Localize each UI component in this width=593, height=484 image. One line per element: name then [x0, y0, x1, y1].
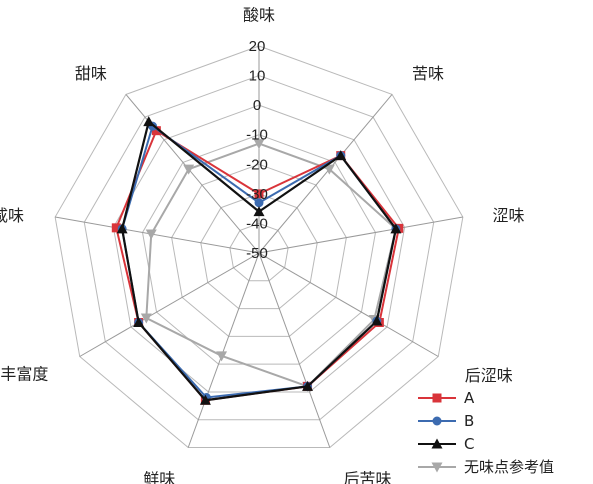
series-3-point-5	[216, 351, 228, 362]
grid-ring-1	[83, 75, 435, 421]
tick-label-5: -30	[246, 186, 268, 203]
axis-label-5: 鲜味	[143, 469, 175, 484]
series-2-point-2	[390, 223, 402, 234]
tick-label-0: 20	[249, 38, 266, 55]
series-3-point-7	[145, 229, 157, 240]
axis-label-8: 甜味	[75, 64, 107, 83]
series-2-point-4	[302, 380, 314, 391]
legend: ABC 无味点参考值	[418, 389, 554, 476]
legend-label-0: A	[464, 389, 475, 407]
spoke-4	[258, 252, 331, 448]
grid-ring-5	[200, 193, 318, 310]
series-2-point-3	[371, 315, 383, 326]
radar-spokes	[55, 46, 463, 448]
axis-label-3: 后涩味	[465, 366, 513, 385]
series-2-point-0	[253, 206, 265, 217]
radial-tick-labels: 20 10 0 -10 -20 -30 -40 -50	[246, 38, 268, 262]
series-3-point-0	[253, 139, 265, 150]
legend-marker-0	[432, 393, 442, 403]
legend-item-1: B	[418, 412, 474, 430]
axis-label-2: 涩味	[492, 206, 524, 225]
series-2-point-8	[143, 116, 155, 127]
spoke-5	[187, 252, 260, 448]
tick-label-1: 10	[249, 68, 266, 85]
spoke-2	[258, 216, 463, 254]
grid-ring-3	[141, 134, 377, 365]
series-3-point-8	[183, 164, 195, 175]
series-0-point-7	[111, 223, 121, 233]
spoke-6	[79, 252, 260, 357]
legend-item-3: 无味点参考值	[418, 458, 554, 476]
tick-label-2: 0	[253, 97, 261, 114]
axis-label-4: 后苦味	[343, 469, 391, 484]
series-2-point-6	[133, 316, 145, 327]
legend-label-1: B	[464, 412, 474, 430]
series-1-point-0	[254, 198, 264, 208]
grid-ring-4	[171, 163, 347, 337]
legend-marker-2	[431, 438, 443, 449]
series-line-2	[121, 119, 398, 402]
grid-ring-0	[54, 45, 464, 449]
tick-label-4: -20	[246, 156, 268, 173]
legend-label-3: 无味点参考值	[464, 458, 554, 476]
series-2	[116, 116, 402, 405]
tick-label-6: -40	[246, 215, 268, 232]
legend-item-2: C	[418, 435, 474, 453]
series-0-point-8	[151, 126, 161, 136]
tick-label-3: -10	[246, 127, 268, 144]
series-2-point-5	[199, 394, 211, 405]
series-3-point-1	[323, 164, 335, 175]
legend-marker-3	[431, 462, 443, 473]
series-line-3	[145, 142, 397, 388]
spoke-7	[55, 216, 260, 254]
spoke-1	[258, 94, 393, 254]
series-3	[140, 139, 402, 392]
spoke-8	[125, 94, 260, 254]
axis-label-1: 苦味	[412, 64, 444, 83]
axis-label-7: 咸味	[0, 206, 24, 225]
spoke-3	[258, 252, 439, 357]
axis-label-0: 酸味	[243, 5, 275, 24]
series-2-point-7	[116, 223, 128, 234]
tick-label-7: -50	[246, 245, 268, 262]
legend-marker-1	[432, 416, 442, 426]
series-0-point-0	[254, 189, 264, 199]
legend-label-2: C	[464, 435, 474, 453]
radar-series	[111, 116, 404, 405]
series-3-point-6	[140, 313, 152, 324]
series-2-point-1	[335, 150, 347, 161]
legend-item-0: A	[418, 389, 475, 407]
axis-label-6: 丰富度	[0, 365, 48, 384]
grid-ring-6	[229, 222, 289, 282]
